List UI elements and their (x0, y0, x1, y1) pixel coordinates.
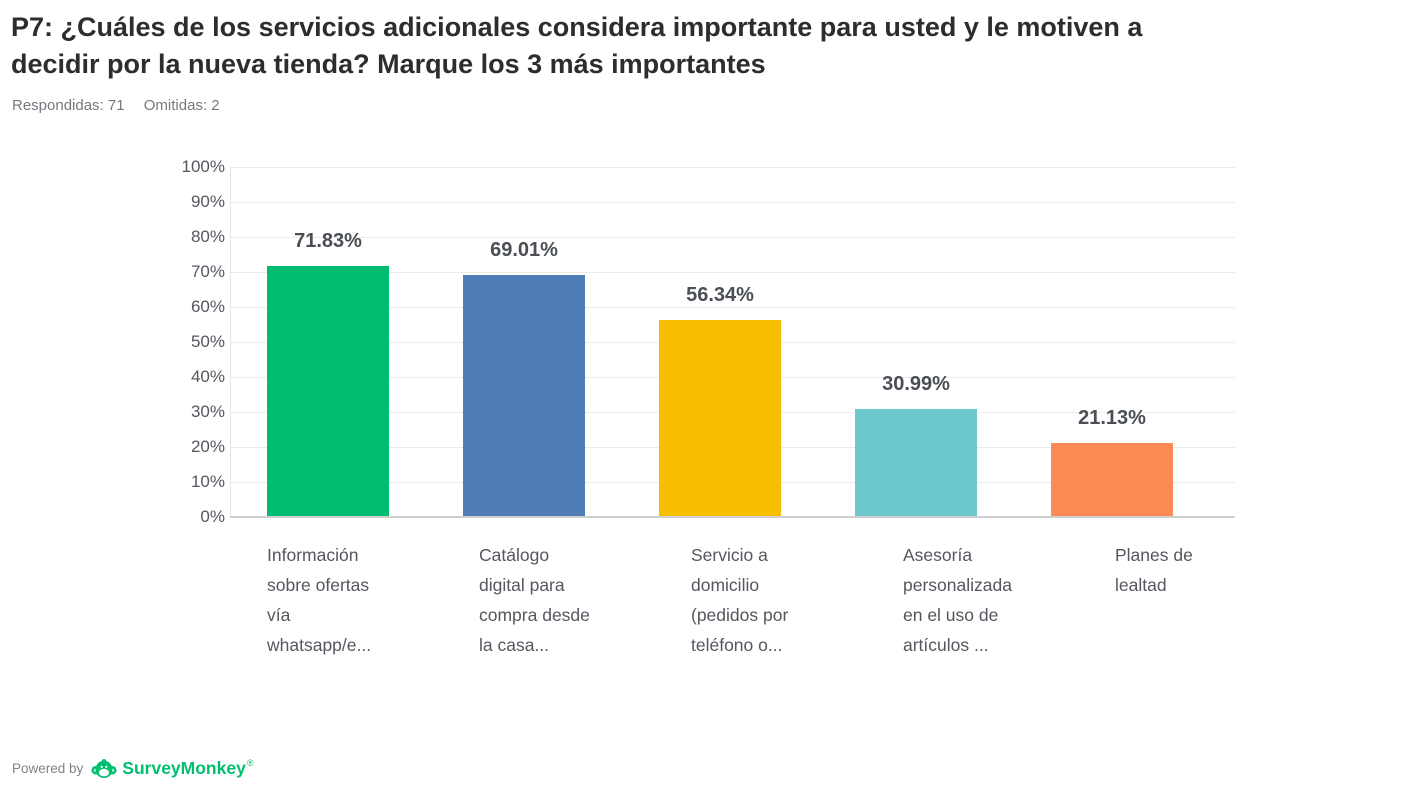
gridline-90% (231, 202, 1235, 203)
bar-value-label-1: 71.83% (294, 230, 362, 252)
category-label-2: Catálogo digital para compra desde la ca… (479, 545, 590, 655)
gridline-80% (231, 237, 1235, 238)
bar-value-label-4: 30.99% (882, 373, 950, 395)
category-band-5: Planes de lealtad (1078, 540, 1290, 660)
category-label-1: Información sobre ofertas vía whatsapp/e… (267, 545, 372, 655)
response-stats: Respondidas: 71 Omitidas: 2 (12, 97, 220, 114)
bar-2 (463, 275, 585, 517)
gridline-100% (231, 167, 1235, 168)
y-tick-label-40%: 40% (190, 367, 225, 386)
y-tick-label-30%: 30% (190, 402, 225, 421)
bar-group-2: 69.01% (426, 167, 622, 517)
y-tick-label-100%: 100% (181, 157, 225, 176)
y-tick-label-0%: 0% (200, 507, 225, 526)
gridline-70% (231, 272, 1235, 273)
gridline-60% (231, 307, 1235, 308)
y-tick-label-60%: 60% (190, 297, 225, 316)
bar-group-1: 71.83% (230, 167, 426, 517)
registered-trademark: ® (246, 758, 254, 768)
bar-series: 71.83% 69.01% 56.34% 30.99% 21.13% (230, 167, 1210, 517)
footer: Powered by SurveyMonkey ® (12, 757, 253, 780)
powered-by-label: Powered by (12, 761, 84, 776)
y-tick-label-80%: 80% (190, 227, 225, 246)
category-label-3: Servicio a domicilio (pedidos por teléfo… (691, 545, 789, 655)
bar-5 (1051, 443, 1173, 517)
bar-group-5: 21.13% (1014, 167, 1210, 517)
y-tick-label-90%: 90% (190, 192, 225, 211)
x-axis-category-labels: Información sobre ofertas vía whatsapp/e… (230, 540, 1210, 660)
surveymonkey-logo-link[interactable]: SurveyMonkey ® (91, 757, 253, 780)
y-tick-label-10%: 10% (190, 472, 225, 491)
category-band-1: Información sobre ofertas vía whatsapp/e… (230, 540, 442, 660)
y-tick-label-50%: 50% (190, 332, 225, 351)
surveymonkey-monkey-icon (91, 758, 117, 778)
bar-group-3: 56.34% (622, 167, 818, 517)
question-title: P7: ¿Cuáles de los servicios adicionales… (11, 12, 1143, 79)
category-band-2: Catálogo digital para compra desde la ca… (442, 540, 654, 660)
answered-count: Respondidas: 71 (12, 97, 125, 114)
bar-value-label-3: 56.34% (686, 284, 754, 306)
y-tick-label-20%: 20% (190, 437, 225, 456)
category-label-4: Asesoría personalizada en el uso de artí… (903, 545, 1012, 655)
bar-3 (659, 320, 781, 517)
bar-value-label-5: 21.13% (1078, 407, 1146, 429)
category-band-4: Asesoría personalizada en el uso de artí… (866, 540, 1078, 660)
bar-4 (855, 409, 977, 517)
y-tick-label-70%: 70% (190, 262, 225, 281)
bar-group-4: 30.99% (818, 167, 1014, 517)
category-band-3: Servicio a domicilio (pedidos por teléfo… (654, 540, 866, 660)
surveymonkey-wordmark: SurveyMonkey (122, 758, 246, 778)
bar-1 (267, 266, 389, 517)
x-axis-line (230, 516, 1235, 518)
bar-value-label-2: 69.01% (490, 239, 558, 261)
skipped-count: Omitidas: 2 (143, 97, 220, 114)
category-label-5: Planes de lealtad (1115, 545, 1193, 595)
